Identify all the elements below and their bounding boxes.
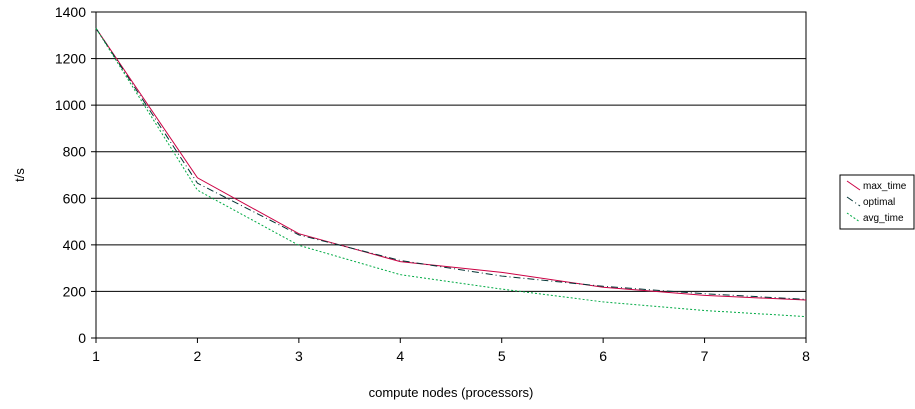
y-axis-ticks: 0 200 400 600 800 1000 1200 1400 bbox=[55, 4, 96, 346]
gridlines bbox=[96, 58, 806, 292]
x-tick-label: 3 bbox=[295, 348, 303, 364]
series-line-optimal bbox=[95, 28, 807, 300]
x-tick-label: 5 bbox=[498, 348, 506, 364]
legend-swatch bbox=[846, 196, 861, 207]
series-line-avg-time bbox=[95, 28, 807, 318]
y-tick-label: 600 bbox=[63, 190, 87, 206]
legend-label: avg_time bbox=[863, 213, 904, 224]
legend-swatch bbox=[846, 212, 861, 223]
x-tick-label: 4 bbox=[396, 348, 404, 364]
x-tick-label: 7 bbox=[701, 348, 709, 364]
x-tick-label: 6 bbox=[599, 348, 607, 364]
y-tick-label: 1000 bbox=[55, 97, 86, 113]
series-lines bbox=[95, 28, 807, 318]
x-tick-label: 8 bbox=[802, 348, 810, 364]
plot-area bbox=[95, 11, 807, 339]
x-tick-label: 2 bbox=[194, 348, 202, 364]
y-tick-label: 1200 bbox=[55, 51, 86, 67]
x-tick-label: 1 bbox=[92, 348, 100, 364]
legend-label: optimal bbox=[863, 197, 895, 208]
x-axis-ticks: 1 2 3 4 5 6 7 8 bbox=[92, 338, 810, 364]
y-tick-label: 800 bbox=[63, 144, 87, 160]
y-tick-label: 200 bbox=[63, 283, 87, 299]
y-tick-label: 400 bbox=[63, 237, 87, 253]
y-axis-title: t/s bbox=[12, 168, 27, 182]
x-axis-title: compute nodes (processors) bbox=[369, 385, 534, 400]
y-tick-label: 1400 bbox=[55, 4, 86, 20]
legend-box bbox=[839, 174, 915, 230]
legend-swatch bbox=[846, 180, 861, 191]
series-line-max-time bbox=[95, 28, 807, 301]
y-tick-label: 0 bbox=[78, 330, 86, 346]
legend-label: max_time bbox=[863, 181, 907, 192]
